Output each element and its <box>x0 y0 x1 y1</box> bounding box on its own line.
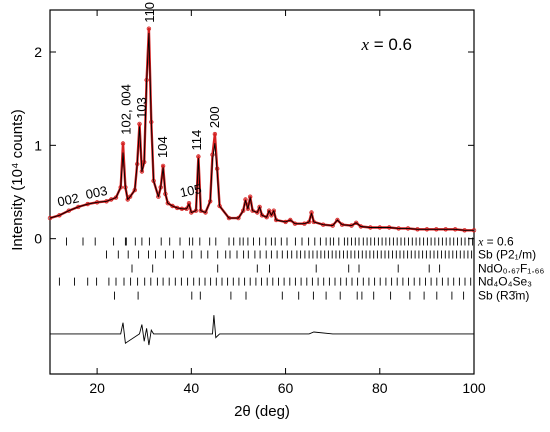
peak-label: 002 <box>56 190 80 209</box>
observed-point <box>47 215 53 221</box>
difference-series-line <box>50 315 474 346</box>
annotation-variable: x <box>360 35 369 54</box>
y-tick-label: 2 <box>34 44 42 60</box>
x-axis-label: 2θ (deg) <box>234 403 290 420</box>
observed-point <box>146 26 152 31</box>
phase-label: x = 0.6 <box>477 235 514 249</box>
plot-frame <box>49 9 475 375</box>
observed-point <box>264 214 269 220</box>
x-tick-label: 40 <box>184 380 200 396</box>
observed-point <box>108 197 114 202</box>
observed-point <box>120 141 126 146</box>
observed-point <box>259 213 265 218</box>
observed-point <box>257 204 262 210</box>
peak-label: 110 <box>142 2 157 23</box>
observed-point <box>269 213 274 218</box>
y-tick-label: 1 <box>34 137 42 153</box>
observed-point <box>311 219 316 225</box>
phase-label-variable: x <box>477 235 484 249</box>
observed-point <box>335 217 340 223</box>
peak-label: 105 <box>179 181 203 200</box>
observed-point <box>137 121 142 127</box>
peak-label: 200 <box>207 106 222 128</box>
axis-ticks: 20 40 60 80 100 0 1 2 <box>34 10 486 396</box>
observed-point <box>76 204 81 210</box>
phase-label: Sb (R3̄m) <box>478 289 529 303</box>
annotation-value: = 0.6 <box>369 35 412 54</box>
peak-label: 104 <box>155 136 170 158</box>
observed-point <box>127 194 133 199</box>
peak-label: 003 <box>84 183 108 202</box>
observed-point <box>354 220 359 225</box>
peak-label: 103 <box>134 97 149 119</box>
observed-point <box>66 208 71 213</box>
observed-point <box>170 203 175 209</box>
series-layer <box>47 26 477 346</box>
phase-label: Nd₄O₄Se₃ <box>478 275 532 289</box>
observed-point <box>203 210 208 215</box>
x-tick-label: 100 <box>462 380 486 396</box>
x-tick-label: 80 <box>372 380 388 396</box>
observed-point <box>288 217 293 223</box>
phase-tick-marks: x = 0.6Sb (P2₁/m)NdO₀.₆₇F₁.₆₆Nd₄O₄Se₃Sb … <box>58 235 545 303</box>
y-axis-label: Intensity (10⁴ counts) <box>9 109 26 251</box>
y-tick-label: 0 <box>34 231 42 247</box>
x-tick-label: 20 <box>89 380 105 396</box>
observed-point <box>255 210 260 215</box>
phase-label: NdO₀.₆₇F₁.₆₆ <box>478 262 545 276</box>
observed-point <box>113 195 119 200</box>
peak-label: 102, 004 <box>118 84 133 135</box>
observed-point <box>266 208 272 213</box>
observed-point <box>189 210 194 215</box>
observed-point <box>212 131 218 137</box>
observed-point <box>306 219 312 225</box>
observed-series-line <box>49 27 474 232</box>
phase-label: Sb (P2₁/m) <box>478 248 536 262</box>
x-tick-label: 60 <box>278 380 294 396</box>
observed-point <box>57 213 62 218</box>
peak-label: 114 <box>189 130 204 151</box>
composition-annotation: x = 0.6 <box>360 35 412 54</box>
calculated-series-line <box>49 32 474 231</box>
